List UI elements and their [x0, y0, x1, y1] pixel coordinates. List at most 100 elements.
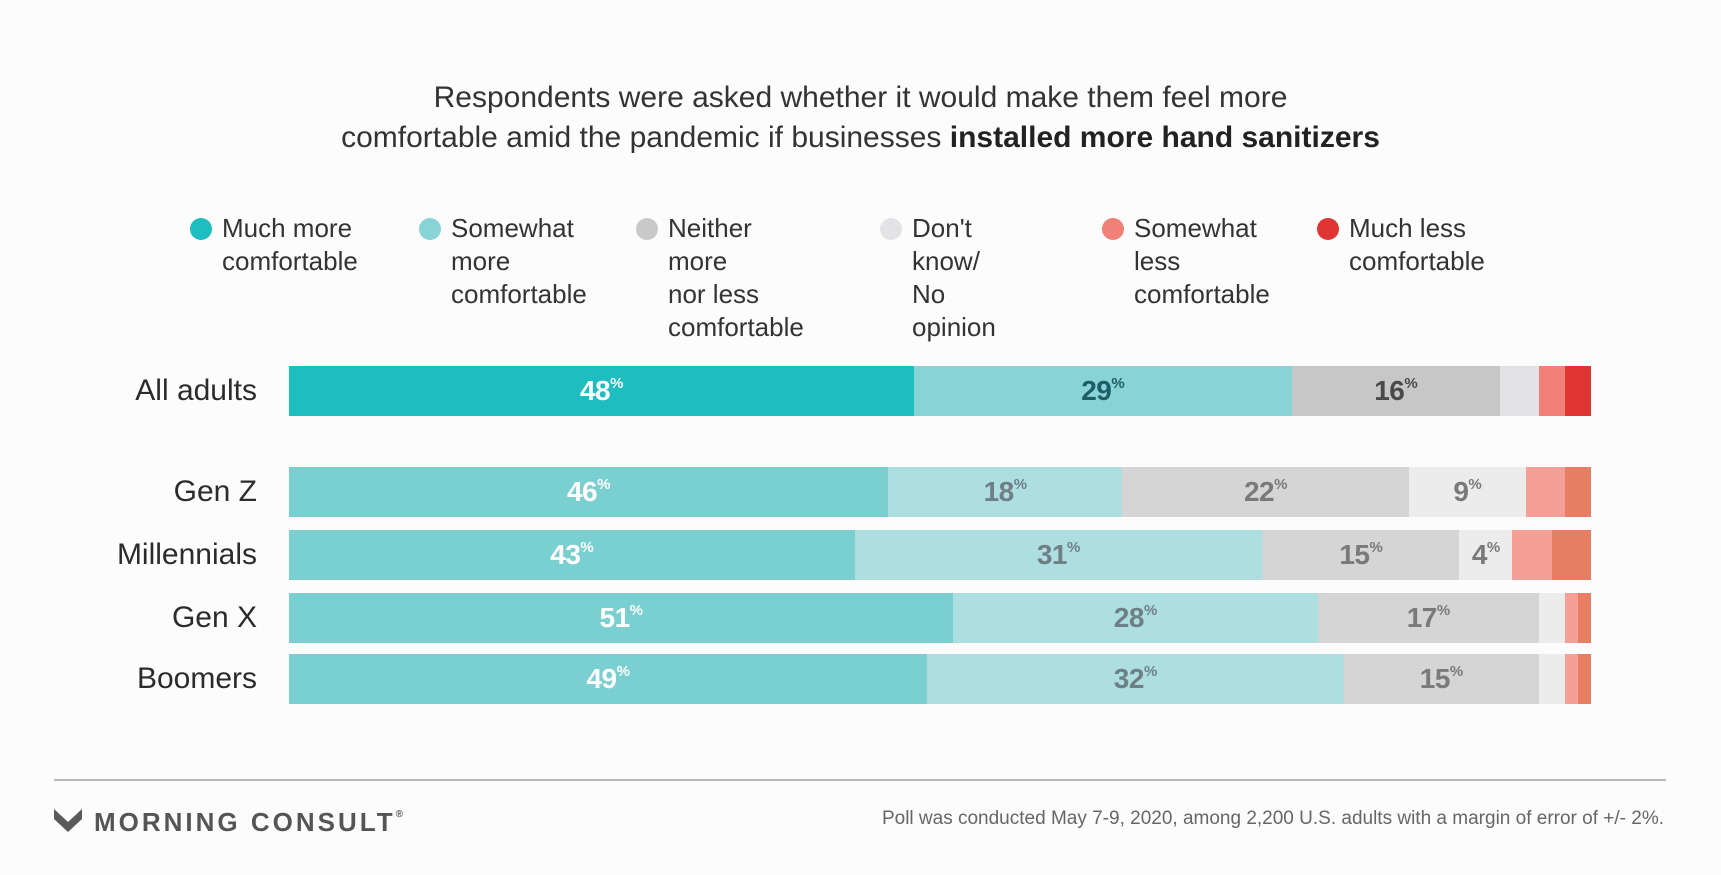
data-label-unit: %	[616, 663, 630, 680]
data-label-unit: %	[1143, 663, 1157, 680]
data-label-value: 51	[599, 602, 631, 633]
bar-row: 49% 32% 15%	[289, 654, 1591, 704]
bar-segment	[1538, 593, 1565, 643]
bar-segment	[1538, 654, 1565, 704]
data-label-unit: %	[1436, 602, 1450, 619]
bar-segment: 4%	[1459, 530, 1513, 580]
data-label: 15%	[1420, 663, 1463, 695]
bar-segment: 32%	[926, 654, 1344, 704]
legend-label: Don't know/ No opinion	[912, 213, 996, 342]
bar-segment: 29%	[913, 366, 1292, 416]
bar-row: 51% 28% 17%	[289, 593, 1591, 643]
bar-segment	[1525, 467, 1565, 517]
bar-segment: 15%	[1262, 530, 1460, 580]
bar-segment: 43%	[289, 530, 855, 580]
chart-title-line-2: comfortable amid the pandemic if busines…	[0, 118, 1721, 158]
data-label: 4%	[1472, 539, 1500, 571]
data-label-unit: %	[1067, 539, 1080, 556]
bar-row: 48% 29% 16%	[289, 366, 1591, 416]
bar-segment	[1577, 654, 1591, 704]
data-label-unit: %	[1404, 375, 1418, 392]
data-label-value: 16	[1374, 375, 1405, 406]
bar-row: 46% 18% 22% 9%	[289, 467, 1591, 517]
data-label-unit: %	[629, 602, 643, 619]
data-label-unit: %	[1143, 602, 1157, 619]
bar-segment: 51%	[289, 593, 954, 643]
bar-segment: 17%	[1317, 593, 1539, 643]
legend-swatch	[1317, 218, 1339, 240]
brand-name: MORNING CONSULT®	[94, 807, 403, 838]
data-label-unit: %	[1468, 476, 1482, 493]
bar-segment: 15%	[1343, 654, 1539, 704]
data-label: 15%	[1339, 539, 1382, 571]
data-label-value: 15	[1419, 663, 1451, 694]
data-label-value: 15	[1339, 539, 1370, 570]
data-label-value: 17	[1406, 602, 1438, 633]
chart-title-line-2-prefix: comfortable amid the pandemic if busines…	[341, 121, 950, 154]
legend-swatch	[636, 218, 658, 240]
data-label-unit: %	[1369, 539, 1383, 556]
legend-swatch	[1102, 218, 1124, 240]
category-label: Millennials	[116, 538, 257, 571]
data-label: 29%	[1081, 375, 1124, 407]
data-label: 43%	[550, 539, 593, 571]
category-label: All adults	[135, 374, 257, 407]
bar-segment	[1564, 593, 1578, 643]
bar-segment: 46%	[289, 467, 888, 517]
data-label-unit: %	[597, 476, 610, 493]
category-label: Boomers	[136, 662, 257, 695]
data-label-unit: %	[1449, 663, 1463, 680]
data-label-value: 29	[1081, 375, 1112, 406]
data-label: 22%	[1244, 476, 1287, 508]
bar-segment: 28%	[953, 593, 1318, 643]
data-label: 28%	[1114, 602, 1157, 634]
data-label-value: 22	[1243, 476, 1275, 507]
bar-segment	[1564, 467, 1591, 517]
data-label-value: 32	[1113, 663, 1145, 694]
bar-row: 43% 31% 15% 4%	[289, 530, 1591, 580]
registered-mark: ®	[395, 808, 403, 820]
bar-segment: 9%	[1408, 467, 1526, 517]
methodology-note: Poll was conducted May 7-9, 2020, among …	[881, 808, 1664, 829]
legend-swatch	[880, 218, 902, 240]
data-label-unit: %	[1274, 476, 1287, 493]
bar-segment: 18%	[887, 467, 1123, 517]
bar-segment	[1564, 654, 1578, 704]
data-label: 49%	[586, 663, 629, 695]
legend-label: Much more comfortable	[222, 213, 358, 276]
legend-label: Much less comfortable	[1349, 213, 1485, 276]
data-label: 31%	[1037, 539, 1080, 571]
legend-swatch	[419, 218, 441, 240]
data-label-value: 43	[550, 539, 581, 570]
brand: MORNING CONSULT®	[54, 806, 403, 838]
data-label: 18%	[984, 476, 1027, 508]
bar-segment	[1551, 530, 1591, 580]
bar-segment	[1499, 366, 1539, 416]
bar-segment	[1577, 593, 1591, 643]
footer-divider	[54, 779, 1666, 781]
bar-segment: 16%	[1291, 366, 1500, 416]
data-label-value: 28	[1113, 602, 1145, 633]
bar-segment	[1564, 366, 1591, 416]
data-label: 9%	[1453, 476, 1481, 508]
legend-label: Neither more nor less comfortable	[668, 213, 804, 342]
data-label-value: 18	[983, 476, 1015, 507]
bar-segment	[1512, 530, 1552, 580]
bar-segment: 31%	[854, 530, 1263, 580]
data-label: 16%	[1374, 375, 1417, 407]
data-label-value: 4	[1471, 539, 1488, 570]
bar-segment: 49%	[289, 654, 927, 704]
data-label-value: 9	[1453, 476, 1469, 507]
data-label: 17%	[1407, 602, 1450, 634]
data-label-unit: %	[610, 375, 623, 392]
bar-segment	[1538, 366, 1565, 416]
morning-consult-logo-icon	[54, 809, 82, 832]
data-label-value: 31	[1036, 539, 1068, 570]
data-label: 48%	[580, 375, 623, 407]
data-label-unit: %	[1486, 539, 1500, 556]
data-label-unit: %	[1111, 375, 1125, 392]
legend-swatch	[190, 218, 212, 240]
data-label-value: 46	[566, 476, 598, 507]
chart-title-line-1: Respondents were asked whether it would …	[433, 81, 1288, 114]
category-label: Gen Z	[173, 475, 257, 508]
